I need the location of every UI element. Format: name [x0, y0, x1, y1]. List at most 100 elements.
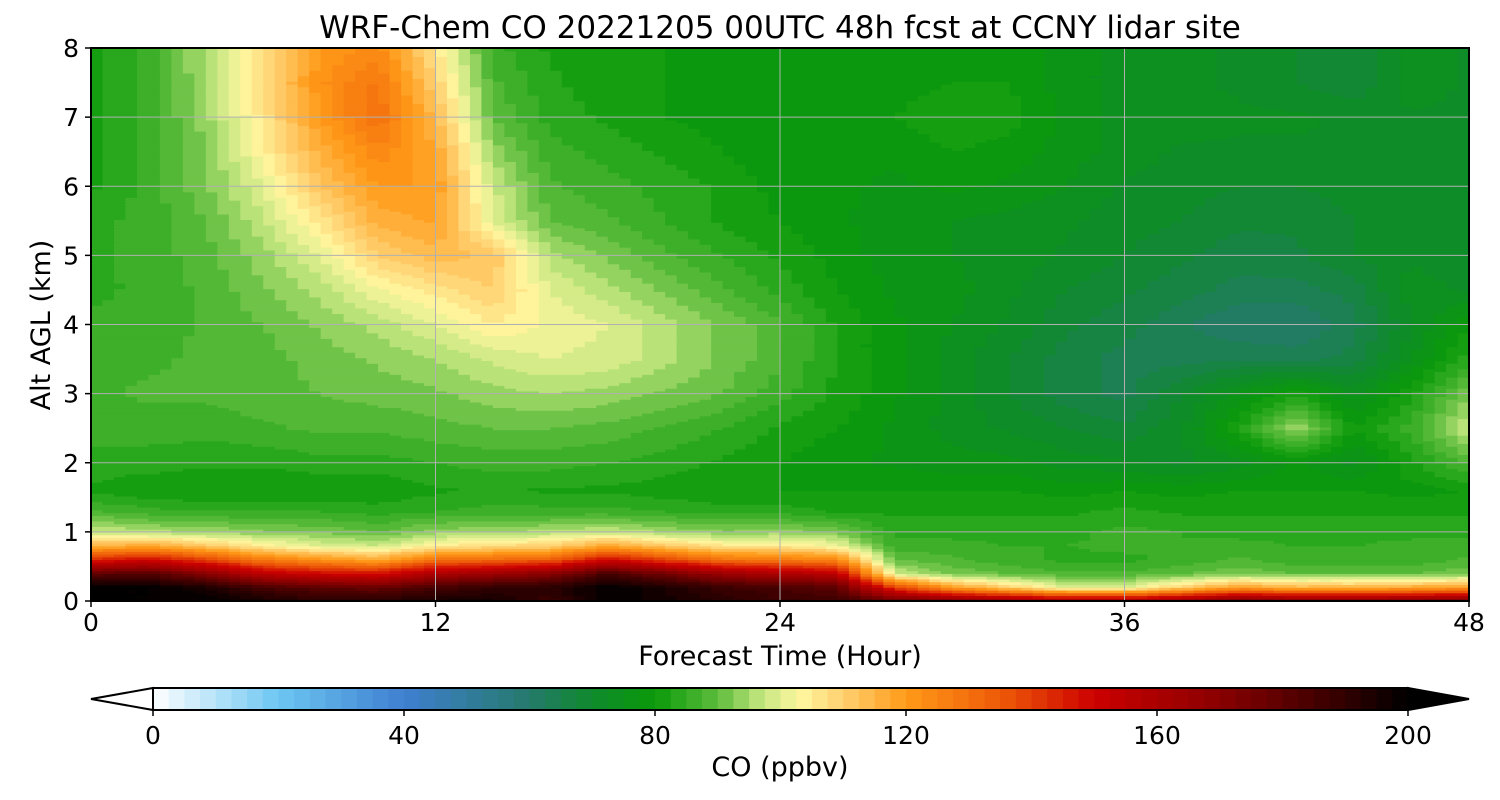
- co-cell: [469, 183, 483, 187]
- co-cell: [1193, 296, 1344, 301]
- co-cell: [1135, 578, 1160, 583]
- co-cell: [1377, 313, 1390, 317]
- co-cell: [504, 562, 540, 566]
- co-cell: [1227, 424, 1240, 428]
- co-cell: [159, 189, 184, 193]
- co-cell: [699, 291, 735, 295]
- co-cell: [791, 307, 827, 312]
- co-cell: [1342, 476, 1355, 480]
- co-cell: [91, 451, 310, 456]
- co-cell: [527, 158, 540, 162]
- co-cell: [630, 573, 643, 577]
- co-cell: [871, 260, 965, 265]
- co-cell: [1181, 432, 1206, 436]
- co-cell: [515, 285, 540, 290]
- co-cell: [1273, 418, 1286, 422]
- co-cell: [860, 518, 1469, 522]
- co-cell: [1434, 324, 1447, 328]
- co-cell: [596, 542, 620, 547]
- co-cell: [297, 280, 322, 284]
- co-cell: [91, 595, 138, 599]
- co-cell: [630, 534, 666, 538]
- co-cell: [952, 587, 976, 591]
- co-cell: [550, 249, 597, 254]
- co-cell: [424, 258, 460, 262]
- co-cell: [412, 144, 437, 149]
- co-cell: [309, 147, 333, 151]
- co-cell: [125, 285, 195, 290]
- co-cell: [91, 457, 414, 461]
- co-cell: [481, 587, 563, 591]
- co-cell: [1434, 457, 1459, 461]
- co-cell: [424, 573, 437, 577]
- co-cell: [1193, 294, 1344, 298]
- co-cell: [1216, 421, 1229, 425]
- co-cell: [975, 598, 999, 601]
- co-cell: [1365, 446, 1378, 450]
- co-cell: [1181, 396, 1206, 400]
- co-cell: [217, 197, 230, 201]
- co-cell: [1262, 581, 1344, 585]
- co-cell: [1250, 556, 1459, 561]
- co-cell: [1044, 545, 1080, 550]
- co-cell: [91, 335, 184, 339]
- co-cell: [584, 526, 620, 530]
- co-cell: [1377, 285, 1401, 290]
- co-cell: [366, 219, 425, 223]
- co-cell: [1147, 556, 1229, 561]
- co-cell: [1319, 332, 1355, 337]
- co-cell: [91, 208, 127, 212]
- co-cell: [182, 164, 207, 168]
- co-cell: [274, 542, 310, 547]
- co-cell: [1044, 556, 1149, 561]
- co-cell: [492, 153, 505, 157]
- co-cell: [1434, 401, 1447, 406]
- co-cell: [573, 424, 666, 428]
- co-cell: [883, 437, 942, 442]
- co-cell: [91, 161, 104, 165]
- co-cell: [91, 399, 138, 403]
- co-cell: [734, 260, 781, 265]
- co-cell: [412, 180, 448, 185]
- co-cell: [1101, 360, 1206, 364]
- co-cell: [722, 576, 747, 580]
- co-cell: [1055, 573, 1137, 577]
- co-cell: [228, 562, 241, 566]
- co-cell: [894, 410, 942, 414]
- co-cell: [1457, 556, 1469, 561]
- co-cell: [1044, 551, 1126, 555]
- co-cell: [871, 354, 907, 359]
- co-cell: [550, 230, 597, 234]
- co-cell: [906, 592, 919, 597]
- co-cell: [435, 155, 448, 160]
- co-cell: [1044, 385, 1103, 389]
- co-cell: [274, 252, 299, 256]
- co-cell: [1262, 454, 1286, 458]
- co-cell: [1308, 426, 1321, 431]
- co-cell: [469, 238, 494, 243]
- co-cell: [1204, 360, 1355, 364]
- co-cell: [952, 241, 1068, 245]
- co-cell: [757, 440, 816, 444]
- co-cell: [263, 186, 276, 190]
- co-cell: [205, 542, 230, 547]
- co-cell: [802, 412, 850, 417]
- co-cell: [1354, 581, 1424, 585]
- co-cell: [91, 537, 184, 541]
- co-cell: [1354, 316, 1378, 320]
- co-cell: [194, 576, 207, 580]
- co-cell: [952, 581, 965, 585]
- co-cell: [481, 504, 540, 508]
- co-cell: [802, 385, 827, 389]
- co-cell: [1204, 429, 1217, 433]
- co-cell: [332, 153, 356, 157]
- co-cell: [504, 166, 517, 171]
- co-cell: [378, 236, 414, 240]
- co-cell: [1170, 150, 1469, 154]
- co-cell: [940, 412, 988, 417]
- co-cell: [366, 186, 448, 190]
- co-cell: [642, 429, 712, 433]
- co-cell: [1021, 407, 1080, 411]
- co-cell: [435, 175, 448, 179]
- co-cell: [642, 523, 804, 527]
